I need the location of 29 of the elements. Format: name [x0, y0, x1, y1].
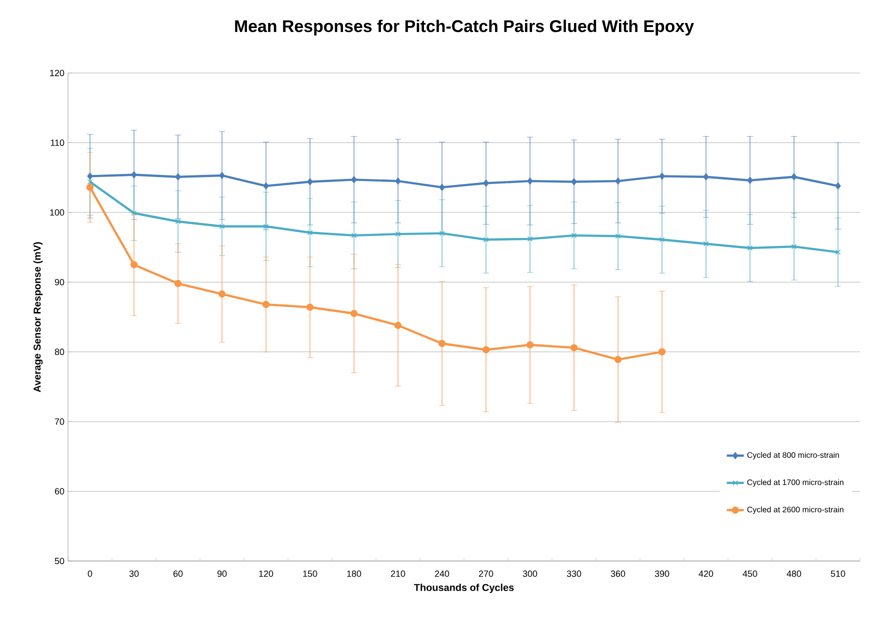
x-tick-label: 60 [173, 570, 183, 577]
x-tick-label: 360 [610, 570, 626, 577]
x-tick-label: 420 [698, 570, 714, 577]
x-tick-label: 0 [88, 570, 92, 577]
x-tick-label: 300 [522, 570, 538, 577]
y-tick-label: 50 [54, 558, 64, 564]
x-tick-label: 450 [742, 570, 758, 577]
x-tick-label: 390 [654, 570, 670, 577]
x-tick-label: 210 [390, 570, 406, 577]
y-tick-label: 80 [54, 348, 64, 356]
x-tick-label: 330 [566, 570, 582, 577]
chart-title: Mean Responses for Pitch-Catch Pairs Glued With Epoxy [235, 20, 694, 36]
x-tick-label: 510 [830, 570, 846, 577]
x-tick-label: 270 [478, 570, 494, 577]
x-tick-label: 180 [347, 570, 362, 577]
x-tick-label: 90 [217, 570, 227, 577]
x-tick-label: 240 [434, 570, 450, 577]
y-tick-label: 90 [54, 278, 64, 286]
x-tick-label: 480 [786, 570, 802, 577]
y-tick-label: 120 [50, 70, 64, 76]
x-tick-label: 120 [259, 570, 274, 577]
x-tick-label: 30 [129, 570, 139, 577]
y-tick-label: 60 [54, 488, 64, 494]
x-axis-title: Thousands of Cycles [414, 584, 514, 593]
y-axis-title: Average Sensor Response (mV) [33, 242, 43, 392]
y-tick-label: 70 [54, 418, 64, 425]
y-tick-label: 100 [50, 209, 64, 216]
y-tick-label: 110 [50, 140, 64, 146]
x-tick-label: 150 [303, 570, 318, 577]
